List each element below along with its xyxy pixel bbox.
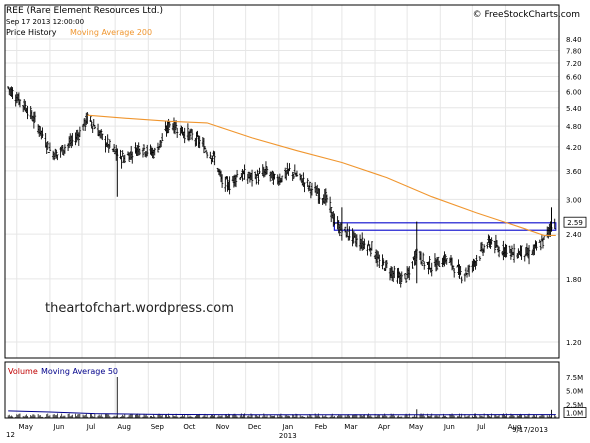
price-panel-border	[4, 4, 560, 359]
x-tick-label: May	[409, 423, 423, 431]
y-tick-label: 1.80	[566, 276, 582, 284]
legend-volume: Volume	[8, 367, 38, 376]
chart-timestamp: Sep 17 2013 12:00:00	[6, 18, 85, 26]
y-tick-label: 6.60	[566, 74, 582, 82]
x-tick-label: Oct	[183, 423, 195, 431]
x-tick-label: Nov	[216, 423, 230, 431]
y-tick-label: 7.80	[566, 48, 582, 56]
volume-tick-label: 7.5M	[566, 374, 583, 382]
x-tick-label: Feb	[315, 423, 328, 431]
y-tick-label: 2.40	[566, 231, 582, 239]
price-bars	[7, 86, 556, 288]
last-price-tag	[563, 216, 587, 228]
volume-tick-label: 2.5M	[566, 401, 583, 409]
ma50-polyline	[8, 410, 556, 416]
x-tick-label: Sep	[151, 423, 165, 431]
chart-title: REE (Rare Element Resources Ltd.)	[6, 6, 164, 16]
x-tick-label: Dec	[248, 423, 262, 431]
x-tick-label: Mar	[344, 423, 357, 431]
grid	[5, 5, 559, 358]
x-tick-label: Jan	[281, 423, 293, 431]
last-volume-tag	[563, 407, 587, 418]
ma50-line	[8, 410, 556, 416]
volume-tick-label: 5.0M	[566, 388, 583, 396]
volume-bars	[7, 377, 557, 418]
volume-tick-label: 1.0M	[566, 410, 583, 418]
volume-grid	[16, 362, 507, 418]
legend-ma50: Moving Average 50	[41, 367, 119, 376]
volume-panel-border	[4, 361, 560, 419]
channel-box	[333, 222, 557, 231]
x-tick-label: Jun	[443, 423, 455, 431]
year-label: 2013	[279, 432, 297, 440]
legend-price-history: Price History	[6, 28, 57, 37]
brand-label: © FreeStockCharts.com	[472, 10, 580, 20]
y-tick-label: 1.20	[566, 339, 582, 347]
watermark-text: theartofchart.wordpress.com	[45, 301, 234, 316]
legend-ma200: Moving Average 200	[70, 28, 153, 37]
ma200-line	[87, 114, 556, 236]
axis-cut-label: 12	[6, 431, 15, 439]
y-tick-label: 7.20	[566, 60, 582, 68]
y-tick-label: 6.00	[566, 88, 582, 96]
ma200-polyline	[87, 114, 556, 236]
x-tick-label: Jul	[476, 423, 486, 431]
channel	[333, 222, 557, 231]
date-label: 9/17/2013	[512, 426, 548, 434]
x-tick-label: May	[19, 423, 33, 431]
y-tick-label: 8.40	[566, 36, 582, 44]
x-tick-label: Jul	[86, 423, 96, 431]
y-tick-label: 4.20	[566, 144, 582, 152]
y-tick-label: 3.00	[566, 196, 582, 204]
y-tick-label: 4.80	[566, 123, 582, 131]
x-tick-label: Aug	[508, 423, 522, 431]
y-tick-label: 3.60	[566, 168, 582, 176]
axis-labels: 8.40 7.80 7.20 6.60 6.00 5.40 4.80 4.20 3.60 3.00…	[19, 36, 587, 440]
x-tick-label: Apr	[378, 423, 390, 431]
y-tick-label: 5.40	[566, 105, 582, 113]
axes	[4, 4, 560, 419]
x-tick-label: Jun	[52, 423, 64, 431]
last-price-label: 2.59	[567, 219, 583, 227]
x-tick-label: Aug	[117, 423, 131, 431]
